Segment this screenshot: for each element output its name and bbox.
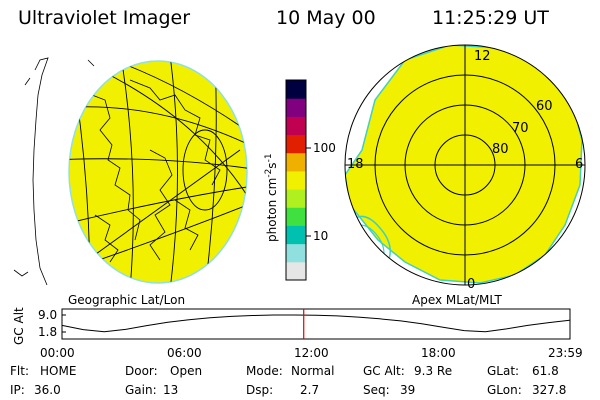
glat-label: GLat: xyxy=(487,364,520,378)
coastlines xyxy=(84,69,221,263)
dsp-value: 2.7 xyxy=(300,383,320,397)
alt-ylabel: GC Alt xyxy=(12,307,26,345)
alt-ytick-9: 9.0 xyxy=(38,308,57,322)
alt-ytick-1-8: 1.8 xyxy=(38,325,57,339)
header-time: 11:25:29 UT xyxy=(432,7,549,29)
glon-label: GLon: xyxy=(487,383,522,397)
ip-value: 36.0 xyxy=(34,383,61,397)
colorbar-stripe xyxy=(286,152,306,172)
gain-value: 13 xyxy=(163,383,179,397)
mode-label: Mode: xyxy=(246,364,283,378)
seq-label: Seq: xyxy=(363,383,390,397)
door-value: Open xyxy=(170,364,203,378)
ip-label: IP: xyxy=(10,383,25,397)
colorbar-stripe xyxy=(286,261,306,281)
mlt-6-label: 6 xyxy=(575,157,583,172)
glon-value: 327.8 xyxy=(532,383,567,397)
mlt-0-label: 0 xyxy=(467,277,475,292)
colorbar-tick-10: 10 xyxy=(313,229,328,243)
colorbar-stripe xyxy=(286,243,306,263)
alt-xtick-1800: 18:00 xyxy=(421,346,456,360)
colorbar-stripes xyxy=(286,80,306,281)
colorbar-stripe xyxy=(286,225,306,245)
door-label: Door: xyxy=(125,364,158,378)
altitude-curve xyxy=(61,314,570,333)
mlat-70-label: 70 xyxy=(512,121,529,136)
colorbar-stripe xyxy=(286,116,306,136)
colorbar-stripe xyxy=(286,134,306,154)
colorbar-tick-100: 100 xyxy=(313,141,336,155)
right-map-caption: Apex MLat/MLT xyxy=(412,293,502,307)
mode-value: Normal xyxy=(291,364,335,378)
glat-value: 61.8 xyxy=(532,364,559,378)
gcalt-label: GC Alt: xyxy=(363,364,405,378)
alt-xtick-1200: 12:00 xyxy=(294,346,329,360)
gcalt-value: 9.3 Re xyxy=(414,364,453,378)
mlat-60-label: 60 xyxy=(536,99,553,114)
seq-value: 39 xyxy=(400,383,416,397)
left-map-caption: Geographic Lat/Lon xyxy=(68,293,185,307)
gain-label: Gain: xyxy=(125,383,157,397)
geographic-map xyxy=(13,57,248,286)
colorbar-stripe xyxy=(286,170,306,190)
altitude-plot: 9.0 1.8 GC Alt 00:00 06:00 12:00 18:00 2… xyxy=(12,307,583,360)
apex-grid xyxy=(345,45,585,285)
colorbar-unit-label: photon cm-2s-1 xyxy=(264,153,279,242)
header-date: 10 May 00 xyxy=(276,7,376,29)
flt-label: Flt: xyxy=(10,364,29,378)
colorbar-stripe xyxy=(286,207,306,226)
outer-outline xyxy=(13,57,95,286)
colorbar-stripe xyxy=(286,98,306,117)
alt-xtick-0000: 00:00 xyxy=(40,346,75,360)
mlt-18-label: 18 xyxy=(347,157,364,172)
colorbar-stripe xyxy=(286,80,306,99)
apex-map: 12 18 6 0 60 70 80 xyxy=(344,44,586,292)
alt-xtick-2359: 23:59 xyxy=(548,346,583,360)
instrument-title: Ultraviolet Imager xyxy=(18,7,191,29)
mlt-12-label: 12 xyxy=(474,49,491,64)
colorbar-stripe xyxy=(286,189,306,208)
mlat-80-label: 80 xyxy=(492,142,509,157)
flt-value: HOME xyxy=(40,364,77,378)
colorbar: 100 10 photon cm-2s-1 xyxy=(264,79,336,281)
dsp-label: Dsp: xyxy=(246,383,274,397)
alt-xtick-0600: 06:00 xyxy=(167,346,202,360)
